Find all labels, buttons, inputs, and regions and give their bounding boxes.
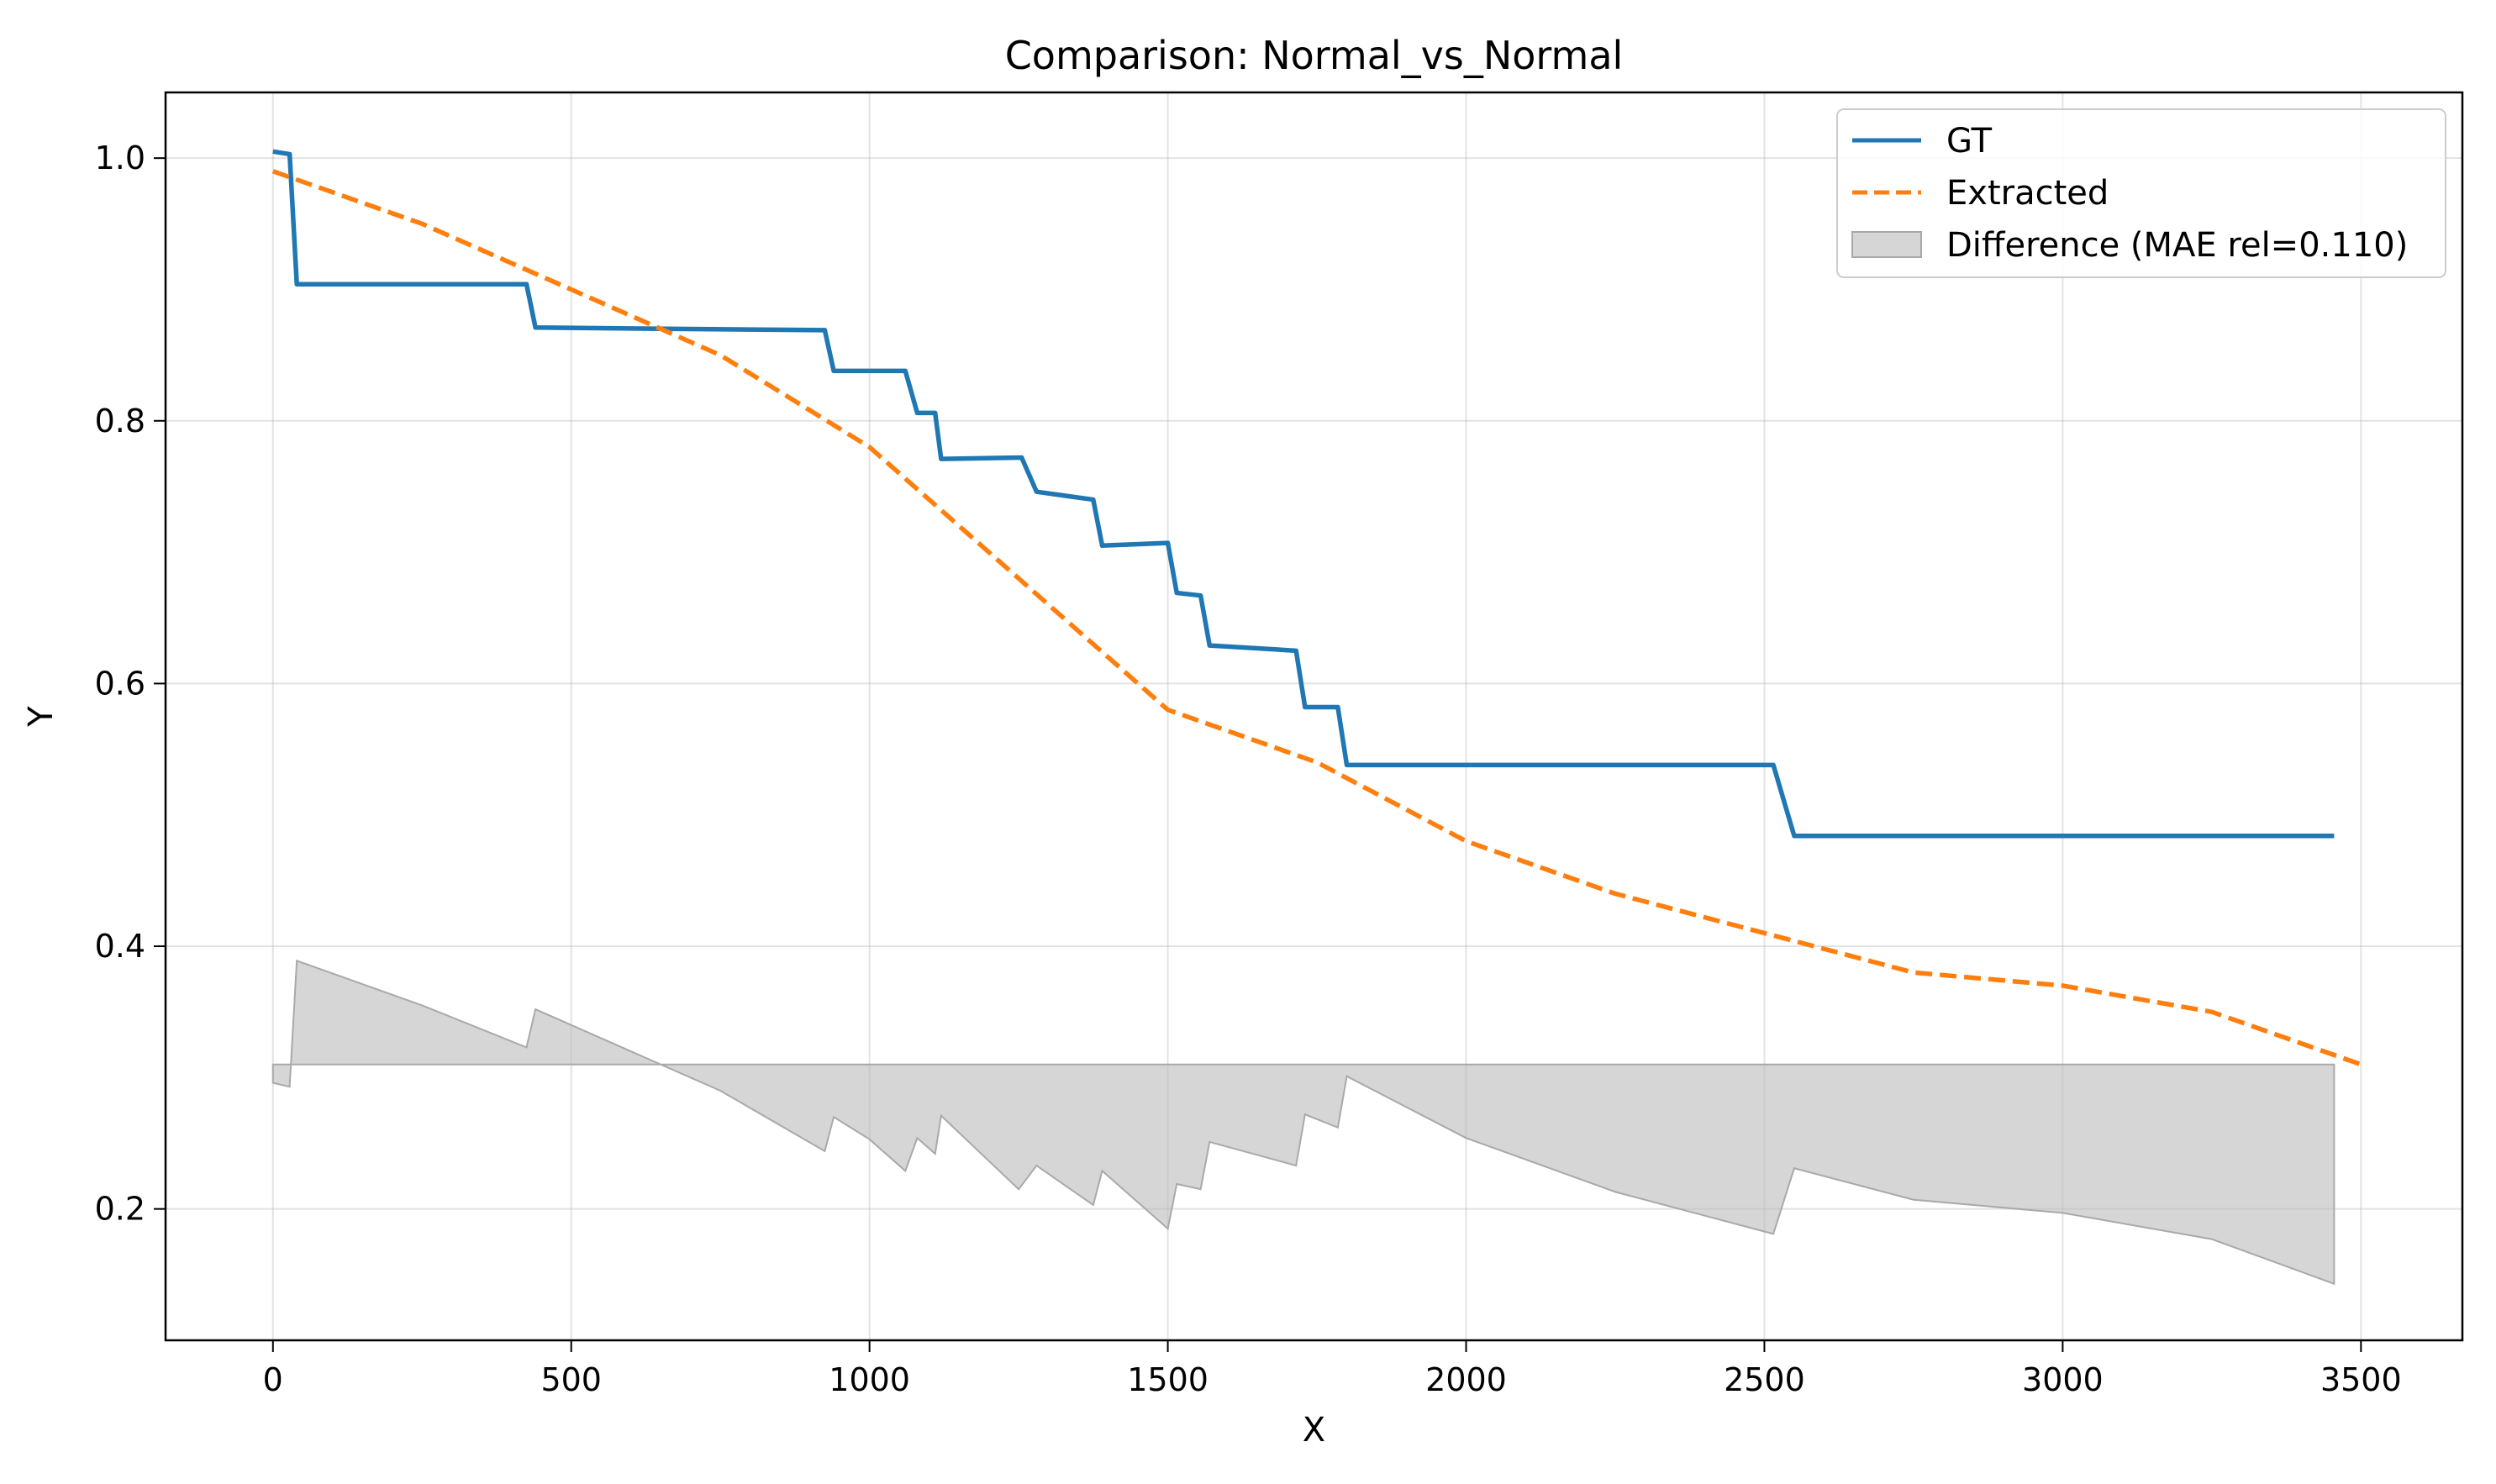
y-axis-label: Y [22,706,61,728]
y-tick-label: 0.4 [95,928,145,965]
y-tick-label: 1.0 [95,139,145,176]
y-tick-label: 0.8 [95,403,145,439]
x-tick-label: 500 [540,1361,602,1398]
gt-series-line [272,149,2335,839]
x-tick-label: 3000 [2022,1361,2104,1398]
x-tick-label: 3500 [2320,1361,2402,1398]
x-tick-label: 1000 [829,1361,910,1398]
y-tick-label: 0.2 [95,1191,145,1228]
series-layer [271,149,2362,1067]
extracted-series-line [271,169,2362,1067]
x-axis-label: X [1303,1411,1325,1450]
ticks-layer: 0 500 1000 1500 2000 2500 3000 3500 0.2 0.4 0.6 0.8… [95,139,2402,1398]
legend-extracted-label: Extracted [1946,174,2109,213]
x-tick-label: 2500 [1724,1361,1805,1398]
legend-box [1836,108,2446,278]
legend-gt-label: GT [1946,122,1993,161]
fill-layer [271,959,2335,1286]
x-tick-label: 1500 [1127,1361,1209,1398]
y-tick-label: 0.6 [95,665,145,702]
legend-difference-swatch [1851,231,1922,258]
x-tick-label: 0 [263,1361,283,1398]
difference-area [271,959,2335,1286]
legend-difference-label: Difference (MAE rel=0.110) [1946,226,2408,265]
chart-title: Comparison: Normal_vs_Normal [1005,33,1624,78]
legend: GT Extracted Difference (MAE rel=0.110) [1836,108,2446,278]
plot-frame [164,91,2464,1342]
x-tick-label: 2000 [1425,1361,1507,1398]
